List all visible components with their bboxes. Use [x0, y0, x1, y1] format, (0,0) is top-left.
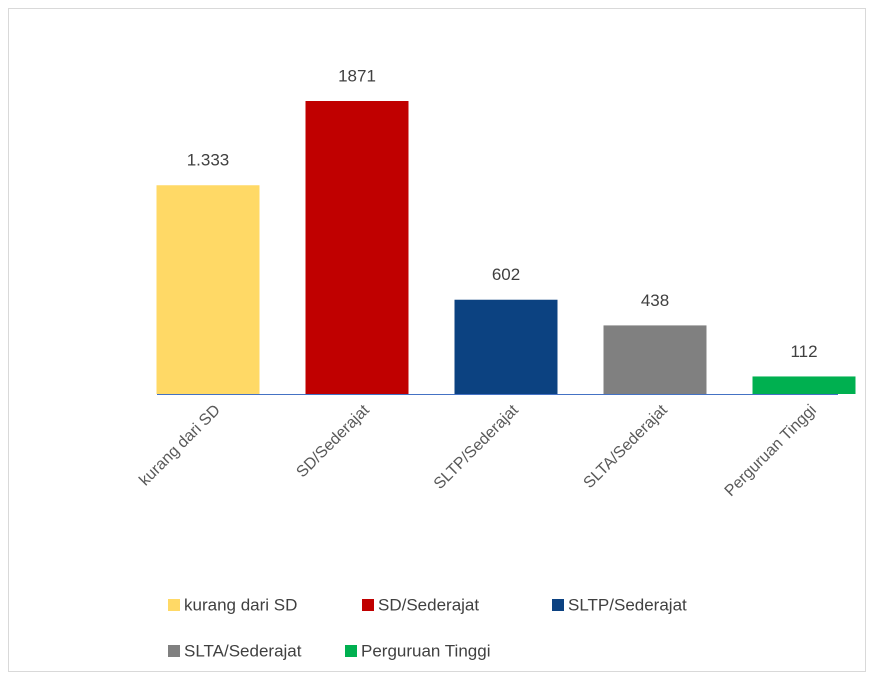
data-label: 112 — [790, 342, 817, 361]
bar — [305, 101, 409, 394]
legend-swatch — [168, 599, 180, 611]
legend-label: Perguruan Tinggi — [361, 641, 490, 660]
bar — [156, 185, 260, 394]
legend-swatch — [168, 645, 180, 657]
legend-swatch — [362, 599, 374, 611]
data-label: 438 — [641, 291, 669, 310]
legend-label: SLTA/Sederajat — [184, 641, 302, 660]
chart-frame — [8, 8, 866, 672]
legend-swatch — [552, 599, 564, 611]
bar — [454, 299, 558, 394]
legend-swatch — [345, 645, 357, 657]
legend-label: kurang dari SD — [184, 595, 297, 614]
legend-label: SD/Sederajat — [378, 595, 479, 614]
data-label: 602 — [492, 265, 520, 284]
data-label: 1871 — [338, 66, 376, 85]
bar — [752, 376, 856, 394]
bar — [603, 325, 707, 394]
legend-label: SLTP/Sederajat — [568, 595, 687, 614]
data-label: 1.333 — [187, 151, 230, 170]
